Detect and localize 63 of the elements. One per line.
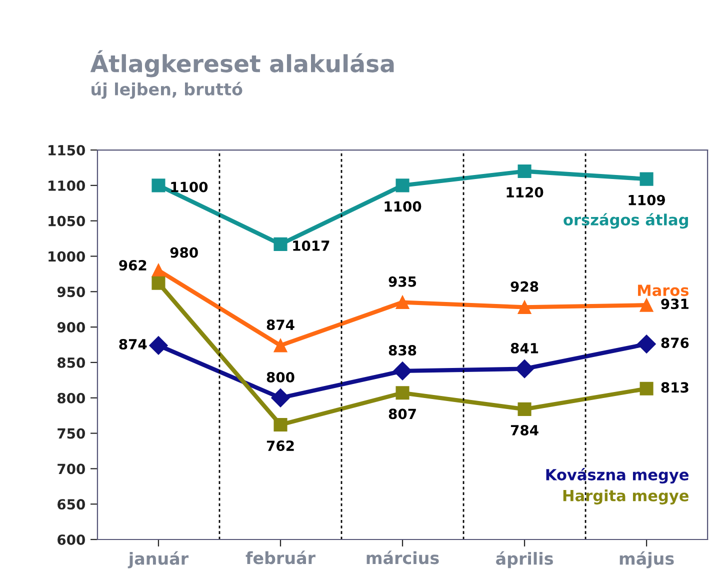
data-label: 838	[388, 345, 416, 356]
data-label: 876	[661, 338, 689, 348]
chart-subtitle: új lejben, bruttó	[92, 82, 242, 99]
data-label: 1100	[384, 201, 422, 212]
point	[396, 296, 410, 310]
data-label: 1120	[506, 187, 544, 198]
data-label: 1100	[171, 182, 208, 192]
data-label: 807	[388, 408, 416, 420]
data-label: 1109	[628, 194, 665, 206]
data-label: 874	[266, 320, 294, 330]
point	[396, 178, 410, 192]
y-tick-label: 900	[57, 322, 85, 333]
y-tick-label: 600	[58, 534, 85, 545]
data-label: 931	[661, 298, 688, 310]
text: országos átlag	[564, 213, 688, 229]
y-tick-label: 750	[58, 428, 85, 439]
y-tick-label: 950	[57, 286, 85, 298]
point	[518, 164, 532, 178]
data-label: 962	[119, 260, 146, 271]
data-label: 874	[119, 338, 147, 350]
data-label: 784	[510, 424, 538, 436]
y-tick-label: 1000	[48, 251, 85, 262]
point	[518, 402, 532, 416]
data-label: 935	[388, 276, 416, 287]
point	[393, 362, 412, 380]
data-label: 813	[661, 382, 688, 393]
point	[271, 388, 290, 408]
point	[152, 276, 166, 290]
data-label: 841	[510, 342, 538, 354]
point	[640, 382, 654, 396]
point	[149, 336, 168, 355]
point	[640, 172, 654, 186]
data-label: 1017	[293, 240, 330, 252]
point	[274, 237, 288, 251]
y-tick-label: 650	[58, 499, 85, 510]
point	[152, 178, 166, 192]
y-tick-label: 1150	[48, 144, 85, 156]
data-label: 800	[266, 372, 294, 382]
x-tick-label: április	[496, 551, 553, 568]
x-tick-label: március	[366, 550, 439, 564]
text: Kovászna megye	[546, 468, 689, 484]
y-tick-label: 1100	[48, 180, 85, 191]
data-label: 980	[170, 247, 198, 258]
data-label: 762	[266, 440, 294, 452]
data-label: 928	[510, 281, 538, 292]
text: Hargita megye	[563, 490, 689, 504]
y-tick-label: 800	[58, 392, 85, 404]
point	[274, 418, 288, 432]
point	[640, 298, 654, 312]
point	[396, 386, 410, 400]
chart-title: Átlagkereset alakulása	[90, 50, 394, 78]
point	[515, 359, 534, 378]
point	[637, 334, 656, 354]
point	[152, 264, 166, 278]
x-tick-label: május	[620, 551, 674, 568]
x-tick-label: február	[246, 550, 316, 564]
point	[274, 338, 288, 352]
y-tick-label: 700	[58, 464, 85, 474]
point	[518, 300, 532, 314]
y-tick-label: 1050	[48, 216, 85, 226]
x-tick-label: január	[128, 551, 189, 568]
y-tick-label: 850	[58, 357, 85, 368]
series-label: Maros	[638, 284, 689, 296]
